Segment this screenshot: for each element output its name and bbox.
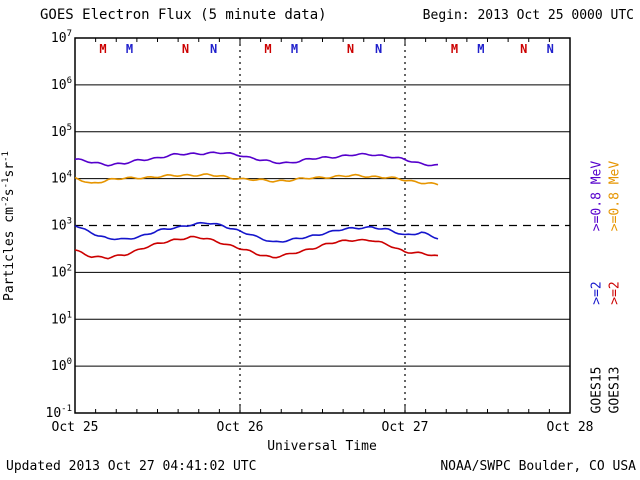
x-tick-label: Oct 25 — [52, 420, 99, 435]
updated-timestamp: Updated 2013 Oct 27 04:41:02 UTC — [6, 459, 257, 474]
y-tick-label: 103 — [51, 217, 72, 234]
legend-goes13-08mev: >=0.8 MeV — [607, 160, 623, 232]
satellite-noon-marker: N — [375, 42, 382, 56]
satellite-midnight-marker: M — [477, 42, 484, 56]
x-tick-label: Oct 28 — [547, 420, 594, 435]
satellite-midnight-marker: M — [291, 42, 298, 56]
satellite-noon-marker: N — [210, 42, 217, 56]
y-tick-label: 102 — [51, 263, 72, 280]
satellite-noon-marker: N — [547, 42, 554, 56]
satellite-midnight-marker: M — [99, 42, 106, 56]
series-3 — [74, 235, 439, 260]
satellite-noon-marker: N — [182, 42, 189, 56]
legend-goes15-2mev: >=2 — [589, 281, 605, 305]
y-axis-title: Particles cm-2s-1sr-1 — [1, 151, 17, 301]
legend-goes15-08mev: >=0.8 MeV — [589, 160, 605, 232]
chart-title: GOES Electron Flux (5 minute data) — [40, 7, 327, 23]
legend-goes13-2mev: >=2 — [607, 281, 623, 305]
satellite-midnight-marker: M — [126, 42, 133, 56]
plot-frame — [74, 37, 571, 414]
satellite-noon-marker: N — [520, 42, 527, 56]
series-2 — [74, 221, 439, 243]
legend-goes13-name: GOES13 — [607, 366, 623, 414]
x-tick-label: Oct 26 — [217, 420, 264, 435]
satellite-midnight-marker: M — [451, 42, 458, 56]
y-tick-label: 104 — [51, 170, 72, 187]
y-tick-label: 100 — [51, 357, 72, 374]
y-tick-label: 105 — [51, 123, 72, 140]
source-attribution: NOAA/SWPC Boulder, CO USA — [440, 459, 636, 474]
begin-timestamp: Begin: 2013 Oct 25 0000 UTC — [422, 8, 634, 23]
satellite-noon-marker: N — [347, 42, 354, 56]
y-tick-label: 106 — [51, 76, 72, 93]
y-tick-label: 107 — [51, 29, 72, 46]
y-tick-label: 101 — [51, 310, 72, 327]
series-0 — [74, 151, 439, 167]
series-1 — [74, 173, 439, 186]
x-axis-title: Universal Time — [267, 439, 377, 454]
satellite-midnight-marker: M — [264, 42, 271, 56]
x-tick-label: Oct 27 — [382, 420, 429, 435]
y-tick-label: 10-1 — [46, 404, 73, 421]
legend-goes15-name: GOES15 — [589, 366, 605, 414]
